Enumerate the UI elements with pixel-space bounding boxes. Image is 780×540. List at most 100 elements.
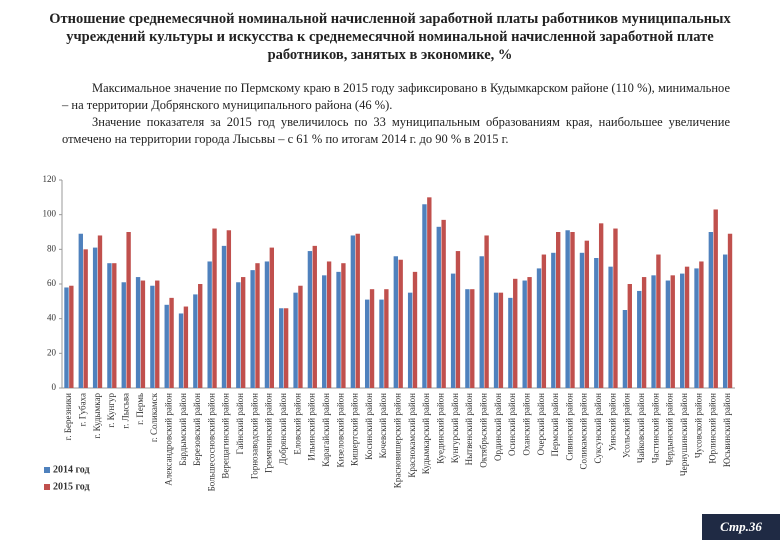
bar (541, 254, 547, 388)
bar (722, 254, 728, 388)
bar (379, 299, 384, 388)
legend-swatch (44, 467, 50, 473)
x-tick-label: Кудымкарский район (421, 393, 431, 474)
bar (493, 292, 499, 388)
bar (608, 266, 613, 388)
legend-swatch (44, 484, 50, 490)
bar (412, 271, 418, 388)
x-tick-label: Ординский район (493, 393, 503, 461)
bar (155, 280, 160, 388)
title: Отношение среднемесячной номинальной нач… (49, 11, 731, 63)
bar (727, 233, 733, 388)
x-tick-label: Красновишерский район (393, 393, 403, 488)
y-tick-label: 100 (43, 209, 57, 219)
x-tick-label: Чернушинский район (679, 393, 689, 476)
bar (178, 313, 184, 388)
bar (641, 277, 647, 388)
bar (407, 292, 413, 388)
bar (240, 277, 246, 388)
bar (498, 292, 504, 388)
bar (427, 197, 432, 388)
x-tick-label: г. Березники (63, 393, 73, 441)
bar (150, 285, 155, 388)
bar (384, 289, 389, 388)
bar (441, 219, 446, 388)
bar (536, 268, 542, 388)
y-tick-label: 60 (47, 278, 57, 288)
y-tick-label: 20 (47, 347, 57, 357)
paragraph: Максимальное значение по Пермскому краю … (62, 81, 730, 112)
legend-label: 2014 год (53, 464, 90, 475)
bar (312, 245, 317, 388)
x-tick-label: Большесосновский район (206, 393, 216, 492)
x-tick-label: Кочевский район (378, 393, 388, 459)
x-tick-label: Бардымский район (178, 393, 188, 466)
x-tick-label: Гремячинский район (264, 393, 274, 473)
bar (164, 304, 169, 388)
x-tick-label: Еловский район (292, 393, 302, 455)
bar (293, 292, 298, 388)
x-tick-label: Юсьвинский район (722, 393, 732, 467)
bar (651, 275, 656, 388)
chart: 0 20 40 60 80 100 120 г. Березники г. Губаха г. К… (43, 174, 735, 492)
x-tick-label: Уинский район (607, 393, 617, 451)
x-tick-label: Соликамский район (579, 393, 589, 470)
bar (64, 287, 69, 388)
x-tick-label: Добрянский район (278, 393, 288, 465)
x-tick-label: Октябрьский район (478, 393, 488, 468)
bar (551, 252, 556, 388)
bar (307, 251, 313, 388)
x-tick-label: Усольский район (622, 393, 632, 458)
bar (508, 297, 513, 388)
x-tick-label: Сивинский район (564, 393, 574, 461)
bar (527, 277, 532, 388)
bar (598, 223, 604, 388)
x-tick-label: г. Лысьва (120, 393, 130, 429)
x-tick-label: Чусовской район (693, 393, 703, 458)
x-tick-label: Оханский район (521, 393, 531, 456)
bar (436, 226, 441, 388)
bar (198, 284, 203, 388)
y-tick-label: 40 (47, 313, 57, 323)
bar (279, 308, 284, 388)
bar (364, 299, 370, 388)
bar (112, 263, 117, 388)
x-tick-label: Куединский район (436, 393, 446, 464)
bar (69, 285, 74, 388)
bar (594, 258, 599, 388)
x-tick-label: Горнозаводский район (249, 393, 259, 479)
bar (622, 310, 628, 388)
bar (484, 235, 489, 388)
bar (140, 280, 146, 388)
bar (212, 228, 217, 388)
bar (465, 289, 470, 388)
x-tick-label: Осинский район (507, 393, 517, 456)
bar (97, 235, 103, 388)
x-tick-label: Чердынский район (665, 393, 675, 466)
bar (83, 249, 88, 388)
bar (684, 266, 690, 388)
bar (298, 285, 303, 388)
x-tick-label: Ильинский район (307, 393, 317, 461)
x-tick-label: Нытвенский район (464, 393, 474, 466)
bar (455, 251, 461, 388)
x-tick-label: Частинский район (650, 393, 660, 463)
bar (255, 263, 260, 388)
bar (694, 268, 699, 388)
bar (570, 232, 575, 388)
x-tick-label: Косинский район (364, 393, 374, 460)
bar (670, 275, 675, 388)
bar (470, 289, 475, 388)
bar (126, 232, 131, 388)
y-tick-label: 0 (52, 382, 57, 392)
bar (264, 261, 270, 388)
x-tick-label: Березовский район (192, 393, 202, 466)
bar (627, 284, 632, 388)
bar (656, 254, 661, 388)
bar (369, 289, 375, 388)
bar (637, 290, 642, 388)
bar (680, 273, 685, 388)
y-tick-label: 120 (43, 174, 57, 184)
bar (341, 263, 346, 388)
